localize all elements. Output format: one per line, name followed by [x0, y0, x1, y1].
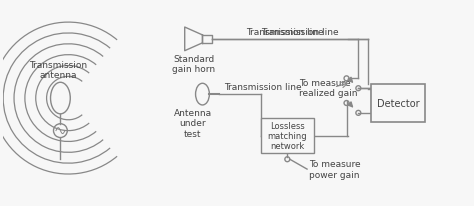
- Text: Transmission line: Transmission line: [261, 28, 339, 37]
- Text: Antenna
under
test: Antenna under test: [173, 108, 212, 138]
- Text: Transmission
antenna: Transmission antenna: [29, 61, 88, 80]
- Bar: [261, 118, 314, 153]
- Text: Transmission line: Transmission line: [224, 83, 302, 92]
- Polygon shape: [185, 28, 202, 52]
- Polygon shape: [202, 36, 212, 44]
- Bar: [371, 85, 425, 122]
- Text: Transmission line: Transmission line: [246, 28, 324, 37]
- Text: Lossless
matching
network: Lossless matching network: [267, 121, 307, 151]
- Text: Standard
gain horn: Standard gain horn: [172, 54, 215, 74]
- Text: To measure
power gain: To measure power gain: [309, 160, 361, 179]
- Text: Detector: Detector: [376, 98, 419, 109]
- Text: To measure
realized gain: To measure realized gain: [299, 78, 358, 97]
- Ellipse shape: [196, 84, 210, 105]
